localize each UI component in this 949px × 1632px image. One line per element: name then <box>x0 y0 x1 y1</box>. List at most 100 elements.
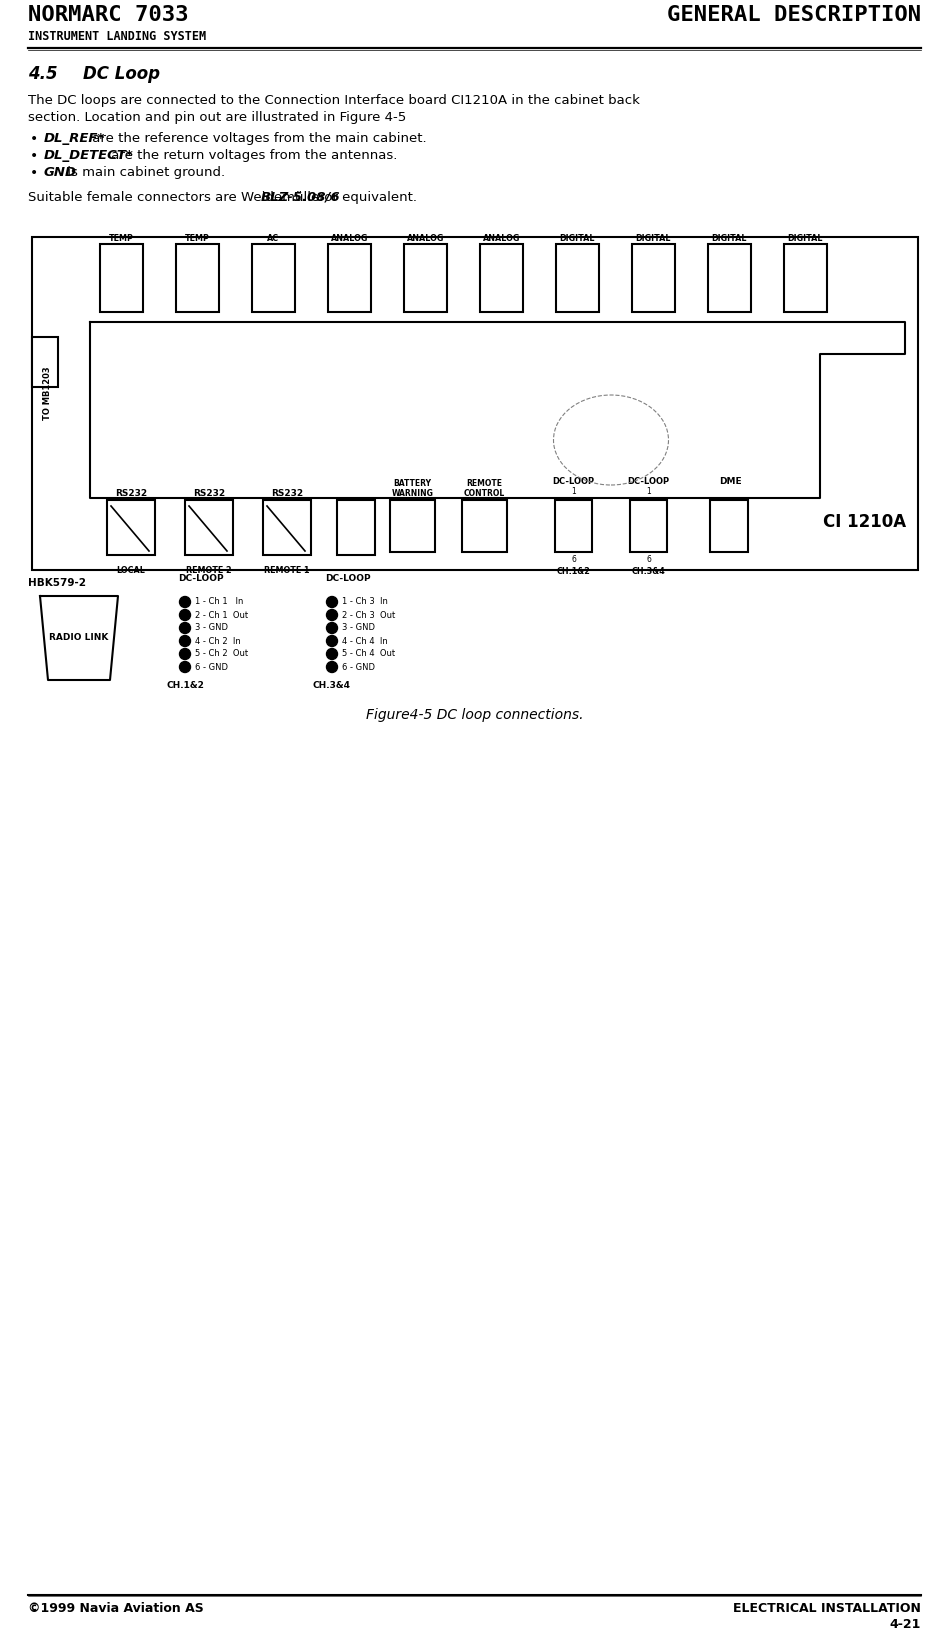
Circle shape <box>179 609 191 620</box>
Circle shape <box>326 609 338 620</box>
Text: or equivalent.: or equivalent. <box>320 191 417 204</box>
Text: CH.1&2: CH.1&2 <box>166 681 204 690</box>
Bar <box>100 245 143 312</box>
Bar <box>263 499 311 555</box>
Text: REMOTE 2: REMOTE 2 <box>186 566 232 574</box>
Text: Suitable female connectors are Weidemüller: Suitable female connectors are Weidemüll… <box>28 191 329 204</box>
Text: 4-21: 4-21 <box>889 1617 921 1630</box>
Circle shape <box>179 635 191 646</box>
Text: CH.1&2: CH.1&2 <box>556 566 590 576</box>
Text: DME: DME <box>718 477 741 486</box>
Text: REMOTE
CONTROL: REMOTE CONTROL <box>464 478 505 498</box>
Text: ELECTRICAL INSTALLATION: ELECTRICAL INSTALLATION <box>734 1603 921 1616</box>
Bar <box>630 499 667 552</box>
Text: LEVEL: LEVEL <box>260 243 288 251</box>
Text: DC Loop: DC Loop <box>83 65 160 83</box>
Bar <box>390 499 435 552</box>
Text: CI 1210A: CI 1210A <box>823 512 906 530</box>
Text: section. Location and pin out are illustrated in Figure 4-5: section. Location and pin out are illust… <box>28 111 406 124</box>
Text: •: • <box>30 166 38 180</box>
Text: DC-LOOP: DC-LOOP <box>627 477 670 486</box>
Bar <box>632 245 675 312</box>
Text: 2 - Ch 3  Out: 2 - Ch 3 Out <box>342 610 395 620</box>
Text: TEMP: TEMP <box>109 233 134 243</box>
Text: 1 - Ch 3  In: 1 - Ch 3 In <box>342 597 388 607</box>
Text: ANALOG: ANALOG <box>407 233 444 243</box>
Text: CH.3&4: CH.3&4 <box>632 566 665 576</box>
Text: LOCAL: LOCAL <box>117 566 145 574</box>
Text: 6: 6 <box>646 555 651 565</box>
Text: is main cabinet ground.: is main cabinet ground. <box>63 166 225 180</box>
Bar <box>710 499 748 552</box>
Text: 3 - GND: 3 - GND <box>195 623 228 633</box>
Text: DL_DETECT*: DL_DETECT* <box>44 149 134 162</box>
Text: RS232: RS232 <box>270 490 303 498</box>
Text: OUTDOOR: OUTDOOR <box>175 243 220 251</box>
Text: 3 - GND: 3 - GND <box>342 623 375 633</box>
Bar <box>337 499 375 555</box>
Text: •: • <box>30 132 38 145</box>
Text: CH.3&4: CH.3&4 <box>313 681 351 690</box>
Circle shape <box>326 622 338 633</box>
Text: DC-LOOP: DC-LOOP <box>178 574 224 583</box>
Text: 6 - GND: 6 - GND <box>342 663 375 671</box>
Bar <box>32 336 58 387</box>
Text: 4 - Ch 4  In: 4 - Ch 4 In <box>342 636 388 646</box>
Bar <box>555 499 592 552</box>
Text: 1: 1 <box>571 486 576 496</box>
Text: ANALOG: ANALOG <box>331 233 368 243</box>
Text: PORT B: PORT B <box>637 243 670 251</box>
Text: NORMARC 7033: NORMARC 7033 <box>28 5 189 24</box>
Text: 2 - Ch 1  Out: 2 - Ch 1 Out <box>195 610 248 620</box>
Bar <box>784 245 827 312</box>
Text: 6: 6 <box>571 555 576 565</box>
Text: 5 - Ch 4  Out: 5 - Ch 4 Out <box>342 650 395 658</box>
Text: RS232: RS232 <box>193 490 225 498</box>
Text: DC-LOOP: DC-LOOP <box>552 477 595 486</box>
Circle shape <box>179 648 191 659</box>
Text: PORT C: PORT C <box>714 243 746 251</box>
Text: 6 - GND: 6 - GND <box>195 663 228 671</box>
Text: INSTRUMENT LANDING SYSTEM: INSTRUMENT LANDING SYSTEM <box>28 29 206 42</box>
Text: DL_REF*: DL_REF* <box>44 132 105 145</box>
Text: AC: AC <box>268 233 280 243</box>
Circle shape <box>326 648 338 659</box>
Text: •: • <box>30 149 38 163</box>
Text: The DC loops are connected to the Connection Interface board CI1210A in the cabi: The DC loops are connected to the Connec… <box>28 95 640 108</box>
Text: 1: 1 <box>646 486 651 496</box>
Bar <box>708 245 751 312</box>
Text: DIGITAL: DIGITAL <box>712 233 747 243</box>
Circle shape <box>326 661 338 672</box>
Text: DC-LOOP: DC-LOOP <box>325 574 371 583</box>
Text: RADIO LINK: RADIO LINK <box>49 633 109 643</box>
Text: DIGITAL: DIGITAL <box>788 233 823 243</box>
Text: DIGITAL: DIGITAL <box>560 233 595 243</box>
Circle shape <box>326 635 338 646</box>
Text: BLZ-5.08/6: BLZ-5.08/6 <box>261 191 341 204</box>
Text: INDOOR: INDOOR <box>103 243 140 251</box>
Text: TO MB1203: TO MB1203 <box>44 366 52 419</box>
Text: RS232: RS232 <box>115 490 147 498</box>
Text: CH.3: CH.3 <box>491 243 512 251</box>
Bar <box>185 499 233 555</box>
Text: CH.1: CH.1 <box>339 243 360 251</box>
Bar <box>404 245 447 312</box>
Text: 4 - Ch 2  In: 4 - Ch 2 In <box>195 636 241 646</box>
Text: 5 - Ch 2  Out: 5 - Ch 2 Out <box>195 650 248 658</box>
Text: Figure4-5 DC loop connections.: Figure4-5 DC loop connections. <box>365 708 584 721</box>
Text: 4.5: 4.5 <box>28 65 58 83</box>
Circle shape <box>326 597 338 607</box>
Bar <box>176 245 219 312</box>
Text: ANALOG: ANALOG <box>483 233 520 243</box>
Bar <box>32 237 918 570</box>
Bar <box>107 499 155 555</box>
Bar <box>252 245 295 312</box>
Text: GENERAL DESCRIPTION: GENERAL DESCRIPTION <box>667 5 921 24</box>
Text: HBK579-2: HBK579-2 <box>28 578 86 588</box>
Circle shape <box>179 622 191 633</box>
Text: DIGITAL: DIGITAL <box>636 233 671 243</box>
Text: 1 - Ch 1   In: 1 - Ch 1 In <box>195 597 243 607</box>
Text: are the return voltages from the antennas.: are the return voltages from the antenna… <box>107 149 398 162</box>
Text: TEMP: TEMP <box>185 233 210 243</box>
Bar <box>462 499 507 552</box>
